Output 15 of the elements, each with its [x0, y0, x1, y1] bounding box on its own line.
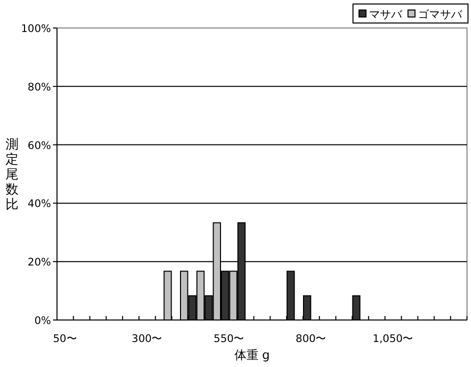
x-tick-label: 1,050〜 — [372, 333, 414, 345]
x-tick-label: 300〜 — [132, 333, 163, 345]
y-tick-label: 0% — [34, 315, 52, 327]
x-tick-label: 800〜 — [296, 333, 327, 345]
y-tick-label: 40% — [28, 198, 52, 210]
y-tick-label: 100% — [20, 23, 52, 35]
y-tick-label: 20% — [28, 256, 52, 269]
x-tick-label: 550〜 — [214, 333, 245, 345]
y-tick-label: 60% — [28, 140, 52, 152]
y-tick-label: 80% — [28, 81, 52, 94]
legend-label: マサバ — [369, 8, 403, 21]
x-tick-label: 50〜 — [53, 333, 78, 345]
x-axis-title: 体重 g — [234, 348, 270, 362]
y-axis-title: 測定尾数比 — [6, 138, 18, 212]
legend-label: ゴマサバ — [418, 8, 463, 21]
